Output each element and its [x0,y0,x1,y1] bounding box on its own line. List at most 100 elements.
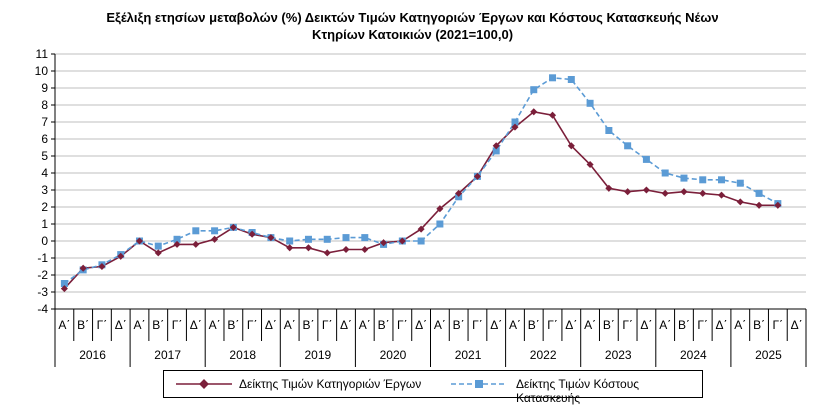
data-point-series-1 [661,189,669,197]
chart-title: Εξέλιξη ετησίων μεταβολών (%) Δεικτών Τι… [106,10,719,25]
data-point-series-1 [436,205,444,213]
data-point-series-1 [342,245,350,254]
y-tick-label: 11 [36,47,49,61]
data-point-series-2 [661,169,669,177]
data-point-series-1 [154,249,162,257]
y-tick-label: 7 [41,115,48,129]
x-tick-label-quarter: Α΄ [209,318,221,332]
legend-marker-series-1 [199,379,209,389]
x-tick-label-quarter: Δ΄ [791,318,803,332]
data-point-series-2 [211,227,219,235]
x-tick-label-year: 2018 [229,348,256,362]
x-tick-label-quarter: Γ΄ [622,318,633,332]
x-tick-label-year: 2019 [304,348,331,362]
y-tick-label: 3 [41,183,48,197]
data-point-series-2 [567,76,575,83]
data-point-series-1 [398,237,406,245]
data-point-series-2 [586,99,594,107]
x-tick-label-quarter: Γ΄ [322,318,333,332]
x-tick-label-quarter: Α΄ [133,318,145,332]
x-tick-label-quarter: Γ΄ [397,318,408,332]
data-point-series-1 [530,108,538,116]
x-tick-label-quarter: Γ΄ [472,318,483,332]
x-tick-label-quarter: Γ΄ [547,318,558,332]
data-point-series-1 [304,244,312,252]
x-tick-label-year: 2023 [605,348,632,362]
y-tick-label: -2 [37,268,48,282]
x-tick-label-year: 2024 [680,348,707,362]
data-point-series-2 [736,179,744,187]
data-point-series-2 [642,155,650,163]
x-tick-label-quarter: Β΄ [378,318,390,332]
data-point-series-1 [680,188,688,196]
data-point-series-1 [473,172,481,180]
data-point-series-1 [586,160,594,169]
x-tick-label-quarter: Β΄ [528,318,540,332]
data-point-series-1 [60,285,68,293]
y-tick-label: 9 [41,81,48,95]
data-point-series-1 [642,186,650,194]
x-tick-label-year: 2022 [530,348,557,362]
data-point-series-1 [98,262,106,271]
series-line-2 [63,76,779,285]
x-tick-label-year: 2020 [380,348,407,362]
data-point-series-2 [624,142,632,150]
x-tick-label-year: 2016 [79,348,106,362]
x-tick-label-quarter: Β΄ [77,318,89,332]
x-tick-label-quarter: Β΄ [302,318,314,332]
data-point-series-1 [492,142,500,150]
chart-legend: Δείκτης Τιμών Κατηγοριών Έργων Δείκτης Τ… [163,370,703,405]
legend-label-series-2: Δείκτης Τιμών Κόστους Κατασκευής [516,377,640,405]
data-point-series-1 [135,237,144,245]
x-tick-label-quarter: Δ΄ [415,318,427,332]
data-point-series-2 [718,176,726,184]
data-point-series-2 [154,242,162,250]
x-tick-label-quarter: Δ΄ [190,318,202,332]
x-tick-label-quarter: Γ΄ [247,318,258,332]
x-tick-label-quarter: Δ΄ [490,318,502,332]
data-point-series-2 [361,234,369,242]
data-point-series-2 [60,280,68,287]
x-tick-label-quarter: Β΄ [603,318,615,332]
y-tick-label: -1 [37,251,48,265]
x-tick-label-quarter: Γ΄ [97,318,108,332]
y-tick-label: 8 [41,98,48,112]
data-point-series-1 [229,223,237,231]
x-tick-label-quarter: Γ΄ [172,318,183,332]
data-point-series-1 [248,230,256,238]
data-point-series-1 [774,201,782,209]
data-point-series-1 [323,249,331,257]
y-tick-label: 2 [41,200,48,214]
x-tick-label-quarter: Α΄ [359,318,371,332]
data-point-series-1 [267,234,275,242]
data-point-series-2 [323,235,331,243]
y-tick-label: 4 [41,166,48,180]
data-point-series-1 [755,201,763,209]
x-tick-label-quarter: Β΄ [453,318,465,332]
data-point-series-2 [173,235,181,243]
x-tick-label-quarter: Α΄ [584,318,596,332]
data-point-series-2 [192,227,200,235]
x-tick-label-quarter: Δ΄ [640,318,652,332]
data-point-series-2 [492,147,500,155]
data-point-series-1 [605,184,613,192]
data-point-series-1 [717,191,726,199]
x-tick-label-quarter: Γ΄ [697,318,708,332]
series-line-1 [63,110,778,290]
data-point-series-2 [286,237,294,245]
x-tick-label-quarter: Α΄ [509,318,521,332]
x-tick-label-quarter: Β΄ [152,318,164,332]
data-point-series-2 [699,176,707,184]
y-tick-label: 1 [41,217,48,231]
data-point-series-1 [417,225,425,233]
x-tick-label-quarter: Α΄ [434,318,446,332]
x-tick-label-quarter: Δ΄ [340,318,352,332]
y-tick-label: -3 [37,285,48,299]
data-point-series-1 [173,240,181,248]
x-tick-label-quarter: Δ΄ [565,318,577,332]
data-point-series-1 [699,189,707,197]
data-point-series-2 [417,237,425,245]
y-tick-label: 0 [41,234,48,248]
x-tick-label-quarter: Α΄ [58,318,70,332]
